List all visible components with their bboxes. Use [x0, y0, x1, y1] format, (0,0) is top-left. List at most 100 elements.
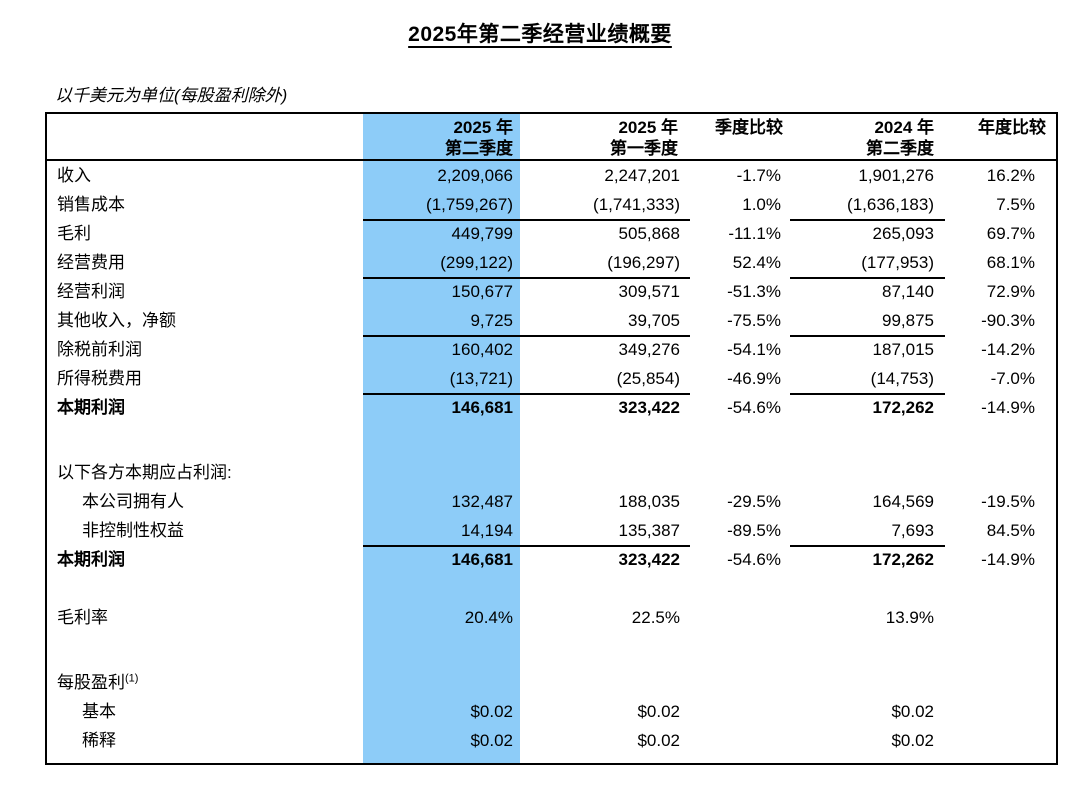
cell-yoy: -14.9%	[981, 550, 1035, 569]
table-row-eps-diluted: 稀释 $0.02 $0.02 $0.02	[47, 726, 1056, 755]
cell-2025q2: (1,759,267)	[363, 190, 520, 221]
cell-2025q2: 2,209,066	[437, 166, 513, 185]
table-row-gross-margin: 毛利率 20.4% 22.5% 13.9%	[47, 603, 1056, 632]
cell-2025q1	[520, 458, 690, 487]
row-label: 基本	[82, 702, 116, 721]
cell-qoq: -89.5%	[727, 521, 781, 540]
row-label: 经营费用	[57, 253, 125, 272]
cell-2025q2: 146,681	[451, 550, 513, 569]
cell-yoy: 7.5%	[996, 195, 1035, 214]
cell-2024q2: 172,262	[872, 550, 934, 569]
header-qoq-compare: 季度比较	[690, 114, 790, 159]
cell-yoy: 84.5%	[986, 521, 1035, 540]
table-row-attributable-section: 以下各方本期应占利润:	[47, 458, 1056, 487]
row-spacer	[47, 574, 1056, 603]
cell-2024q2: 87,140	[882, 282, 934, 301]
cell-2025q2: (13,721)	[363, 364, 520, 395]
row-label: 本期利润	[57, 398, 125, 417]
cell-2025q1	[520, 668, 690, 697]
cell-yoy	[945, 458, 1056, 487]
cell-2024q2: (14,753)	[790, 364, 945, 395]
cell-qoq: -54.6%	[727, 398, 781, 417]
header-line1: 2025 年	[618, 118, 678, 137]
cell-2025q2: 132,487	[451, 492, 513, 511]
cell-2025q2: 20.4%	[464, 608, 513, 627]
cell-2024q2: 164,569	[872, 492, 934, 511]
row-label: 以下各方本期应占利润:	[57, 463, 232, 482]
cell-qoq: -51.3%	[727, 282, 781, 301]
cell-yoy: 69.7%	[986, 224, 1035, 243]
row-label: 销售成本	[57, 195, 125, 214]
cell-qoq	[690, 697, 790, 726]
cell-yoy: 16.2%	[986, 166, 1035, 185]
eps-label: 每股盈利	[57, 673, 125, 692]
cell-2024q2	[790, 668, 945, 697]
cell-qoq	[690, 458, 790, 487]
row-label: 本期利润	[57, 550, 125, 569]
header-line2: 第二季度	[866, 139, 934, 158]
table-row-eps-section: 每股盈利(1)	[47, 668, 1056, 697]
cell-2025q2: 14,194	[363, 516, 520, 547]
cell-qoq: -11.1%	[728, 224, 781, 243]
cell-2024q2: 265,093	[872, 224, 934, 243]
row-label: 毛利率	[57, 608, 108, 627]
cell-qoq: -1.7%	[736, 166, 781, 185]
cell-2025q1: 39,705	[520, 306, 690, 337]
cell-qoq: 52.4%	[732, 253, 781, 272]
cell-2024q2: (177,953)	[790, 248, 945, 279]
table-row-revenue: 收入 2,209,066 2,247,201 -1.7% 1,901,276 1…	[47, 161, 1056, 190]
cell-2025q1: 505,868	[618, 224, 680, 243]
cell-yoy	[945, 697, 1056, 726]
cell-qoq	[690, 726, 790, 755]
header-empty	[47, 114, 363, 159]
header-line1: 年度比较	[978, 118, 1046, 137]
cell-qoq: -54.1%	[727, 340, 781, 359]
row-label: 所得税费用	[57, 369, 142, 388]
cell-2024q2: 99,875	[790, 306, 945, 337]
table-row-cost-of-sales: 销售成本 (1,759,267) (1,741,333) 1.0% (1,636…	[47, 190, 1056, 221]
cell-yoy: -19.5%	[981, 492, 1035, 511]
cell-2024q2: (1,636,183)	[790, 190, 945, 221]
table-row-owners-of-company: 本公司拥有人 132,487 188,035 -29.5% 164,569 -1…	[47, 487, 1056, 516]
cell-2025q1: 2,247,201	[604, 166, 680, 185]
cell-2025q2	[363, 668, 520, 697]
cell-yoy	[945, 603, 1056, 632]
cell-2024q2	[790, 458, 945, 487]
row-label: 经营利润	[57, 282, 125, 301]
cell-yoy: -14.2%	[981, 340, 1035, 359]
header-yoy-compare: 年度比较	[945, 114, 1056, 159]
table-row-profit-for-period-total: 本期利润 146,681 323,422 -54.6% 172,262 -14.…	[47, 545, 1056, 574]
header-line1: 季度比较	[715, 118, 783, 137]
cell-qoq: -75.5%	[727, 311, 781, 330]
cell-yoy	[945, 668, 1056, 697]
header-2025-q2: 2025 年 第二季度	[363, 114, 520, 159]
cell-2025q1: 135,387	[520, 516, 690, 547]
cell-yoy: 72.9%	[986, 282, 1035, 301]
row-spacer	[47, 422, 1056, 458]
results-table: 2025 年 第二季度 2025 年 第一季度 季度比较 2024 年 第二季度…	[45, 112, 1058, 765]
cell-2025q2: 9,725	[363, 306, 520, 337]
header-line1: 2024 年	[874, 118, 934, 137]
cell-2025q1: 309,571	[618, 282, 680, 301]
cell-yoy	[945, 726, 1056, 755]
highlight-column	[363, 114, 520, 763]
cell-2025q2	[363, 458, 520, 487]
cell-yoy: -90.3%	[981, 311, 1035, 330]
header-2025-q1: 2025 年 第一季度	[520, 114, 690, 159]
row-label: 其他收入，净额	[57, 311, 176, 330]
cell-2024q2: 187,015	[872, 340, 934, 359]
cell-2025q2: 160,402	[451, 340, 513, 359]
row-label: 除税前利润	[57, 340, 142, 359]
row-label: 收入	[57, 166, 91, 185]
table-row-other-income-net: 其他收入，净额 9,725 39,705 -75.5% 99,875 -90.3…	[47, 306, 1056, 337]
table-row-profit-before-tax: 除税前利润 160,402 349,276 -54.1% 187,015 -14…	[47, 335, 1056, 364]
cell-yoy: 68.1%	[986, 253, 1035, 272]
cell-2025q2: (299,122)	[363, 248, 520, 279]
cell-2025q1: $0.02	[637, 731, 680, 750]
cell-2024q2: $0.02	[891, 731, 934, 750]
row-spacer	[47, 632, 1056, 668]
header-2024-q2: 2024 年 第二季度	[790, 114, 945, 159]
table-row-eps-basic: 基本 $0.02 $0.02 $0.02	[47, 697, 1056, 726]
page-title: 2025年第二季经营业绩概要	[408, 23, 672, 46]
cell-yoy: -14.9%	[981, 398, 1035, 417]
